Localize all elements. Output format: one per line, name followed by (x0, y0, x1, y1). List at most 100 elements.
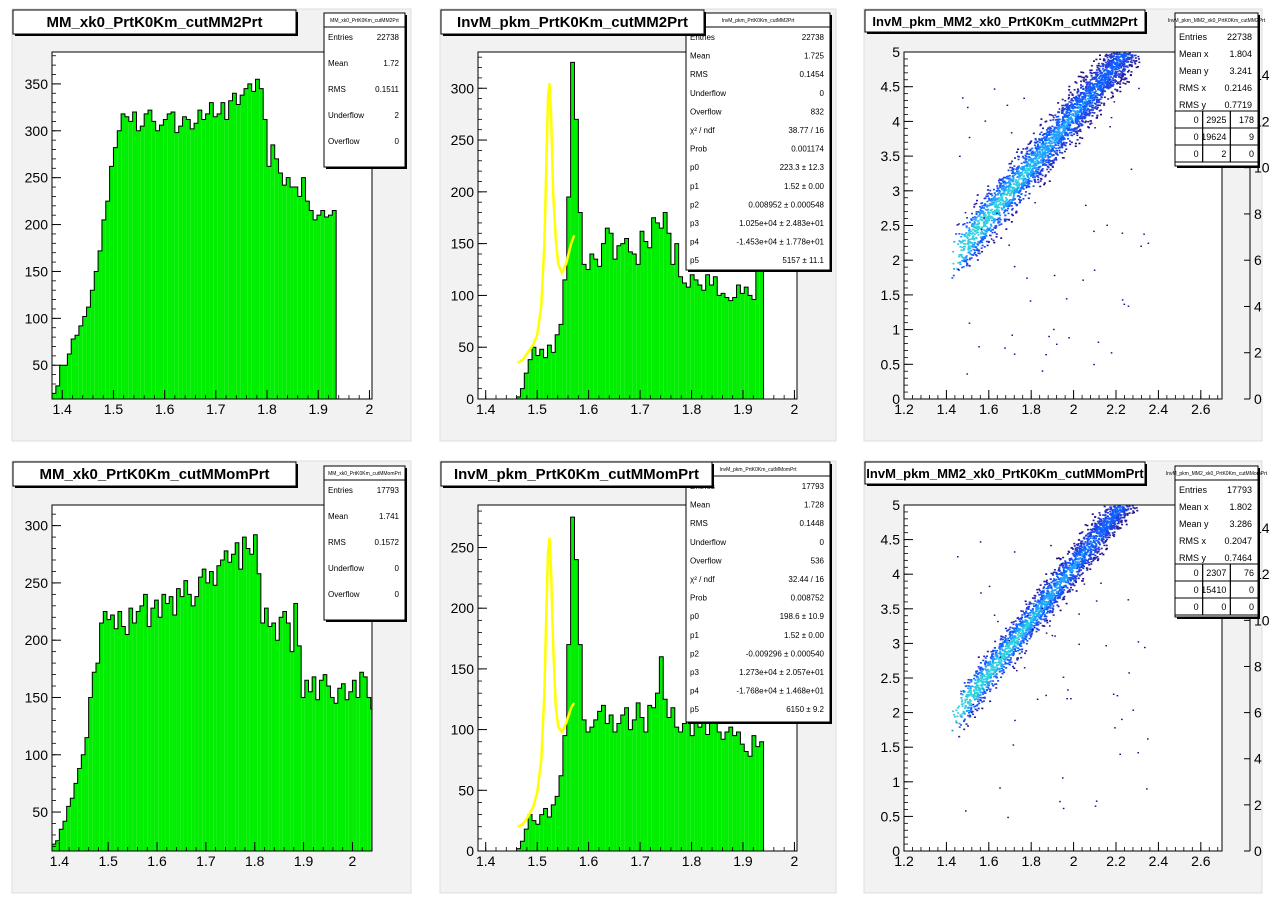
heatmap-cell (1049, 612, 1051, 614)
heatmap-cell (1075, 128, 1077, 130)
heatmap-cell (1130, 61, 1132, 63)
heatmap-cell (986, 222, 988, 224)
heatmap-cell (1015, 211, 1017, 213)
heatmap-cell (1122, 56, 1124, 58)
heatmap-cell (1005, 199, 1007, 201)
heatmap-cell (965, 232, 967, 234)
heatmap-cell (1021, 184, 1023, 186)
heatmap-cell (1070, 106, 1072, 108)
heatmap-cell (1091, 65, 1093, 67)
heatmap-cell (1088, 115, 1090, 117)
heatmap-cell (996, 213, 998, 214)
heatmap-cell (976, 237, 978, 239)
heatmap-cell (1094, 523, 1096, 525)
heatmap-cell (962, 224, 964, 226)
heatmap-cell (1045, 573, 1047, 575)
heatmap-cell (959, 246, 961, 248)
heatmap-cell (1098, 523, 1100, 525)
heatmap-cell (1013, 165, 1015, 167)
heatmap-cell (993, 189, 995, 191)
x-tick-label: 1.9 (733, 853, 753, 869)
heatmap-cell (1018, 195, 1020, 197)
heatmap-cell (980, 237, 982, 239)
heatmap-cell (1061, 137, 1063, 139)
x-tick-label: 1.4 (50, 853, 70, 869)
heatmap-cell (1068, 86, 1070, 88)
stats-box: InvM_pkm_PrtK0Km_cutMMomPrtEntries17793M… (686, 462, 832, 724)
heatmap-cell (1024, 155, 1026, 157)
heatmap-cell (966, 259, 968, 261)
heatmap-cell (1109, 82, 1111, 84)
heatmap-cell (1037, 172, 1039, 174)
heatmap-cell (1111, 352, 1113, 353)
heatmap-cell (1037, 182, 1039, 184)
histogram-bar (571, 62, 575, 399)
y-tick-label: 50 (458, 782, 474, 798)
heatmap-cell (990, 224, 992, 226)
heatmap-cell (1099, 88, 1101, 90)
heatmap-cell (1084, 101, 1086, 103)
heatmap-cell (978, 250, 980, 252)
heatmap-cell (1102, 68, 1104, 70)
heatmap-cell (1002, 182, 1004, 184)
stats-row-value: 5157 ± 11.1 (782, 256, 824, 265)
heatmap-cell (1115, 73, 1117, 75)
stats-row-label: RMS (328, 85, 346, 94)
heatmap-cell (1089, 568, 1091, 570)
heatmap-cell (1058, 150, 1060, 152)
heatmap-cell (1067, 138, 1069, 140)
heatmap-cell (1067, 590, 1069, 592)
heatmap-cell (1131, 59, 1133, 61)
heatmap-cell (1086, 84, 1088, 86)
histogram-bar (221, 560, 225, 851)
heatmap-cell (1005, 628, 1007, 630)
heatmap-cell (1021, 151, 1023, 153)
stats-row-label: p0 (690, 612, 699, 621)
stats-grid-value: 19624 (1201, 132, 1226, 142)
histogram-bar (256, 79, 260, 399)
histogram-bar (683, 724, 687, 851)
heatmap-cell (1086, 111, 1088, 113)
heatmap-cell (1046, 622, 1048, 624)
heatmap-cell (987, 665, 989, 667)
heatmap-cell (986, 226, 988, 228)
heatmap-cell (1079, 558, 1081, 560)
histogram-bar (248, 84, 252, 399)
histogram-bar (659, 228, 663, 399)
heatmap-cell (1039, 141, 1041, 143)
histogram-bar (729, 727, 733, 851)
histogram-bar (229, 101, 233, 399)
heatmap-cell (1138, 61, 1140, 63)
heatmap-cell (1122, 73, 1124, 75)
heatmap-cell (1052, 166, 1054, 168)
histogram-bar (56, 386, 60, 399)
heatmap-cell (1100, 66, 1102, 68)
heatmap-cell (1078, 114, 1080, 116)
heatmap-cell (1011, 200, 1013, 202)
stats-row-value: 0 (395, 137, 400, 146)
heatmap-cell (1026, 164, 1028, 166)
heatmap-cell (1038, 594, 1040, 596)
y-tick-label: 1.5 (881, 287, 901, 303)
heatmap-cell (1103, 75, 1105, 77)
heatmap-cell (1053, 132, 1055, 134)
histogram-bar (175, 133, 179, 399)
stats-row-value: 1.52 ± 0.00 (784, 182, 825, 191)
histogram-bar (706, 734, 710, 851)
heatmap-cell (960, 249, 962, 251)
heatmap-cell (1019, 200, 1021, 202)
heatmap-cell (1053, 329, 1055, 330)
heatmap-cell (990, 225, 992, 227)
heatmap-cell (1044, 143, 1046, 145)
stats-row-value: 3.241 (1229, 66, 1252, 76)
heatmap-cell (1037, 177, 1039, 179)
heatmap-cell (1034, 144, 1036, 146)
heatmap-cell (1037, 152, 1039, 154)
heatmap-cell (1009, 183, 1011, 185)
heatmap-cell (974, 222, 976, 224)
histogram-bar (250, 554, 254, 851)
stats-row-label: Mean (690, 501, 710, 510)
heatmap-cell (981, 701, 983, 703)
heatmap-cell (1096, 69, 1098, 71)
